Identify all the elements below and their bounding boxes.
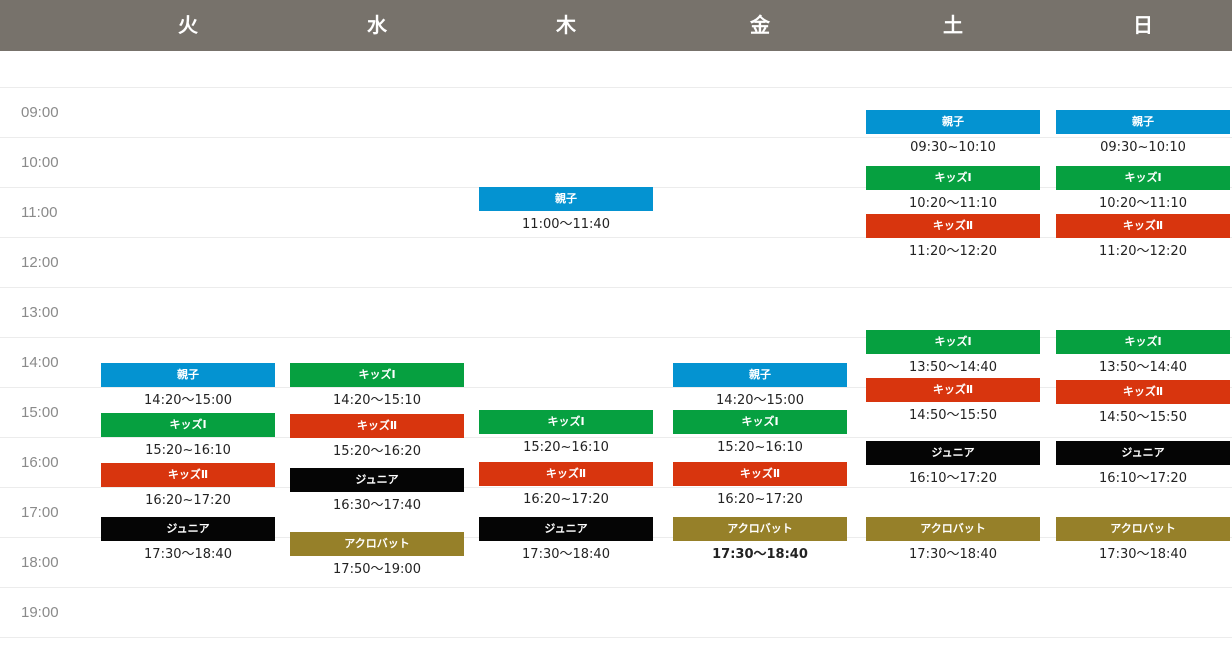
grid-line: [0, 587, 1232, 588]
class-badge-kids1: キッズⅠ: [866, 166, 1040, 190]
class-badge-junior: ジュニア: [866, 441, 1040, 465]
class-badge-junior: ジュニア: [1056, 441, 1230, 465]
day-header: 水: [367, 13, 387, 37]
class-time: 09:30~10:10: [1100, 140, 1186, 155]
grid-line: [0, 437, 1232, 438]
schedule-header: 火水木金土日: [0, 0, 1232, 51]
time-label: 18:00: [21, 554, 59, 571]
grid-line: [0, 637, 1232, 638]
class-badge-kids2: キッズⅡ: [866, 378, 1040, 402]
class-time: 10:20〜11:10: [909, 196, 997, 211]
class-badge-oyako: 親子: [1056, 110, 1230, 134]
grid-line: [0, 487, 1232, 488]
day-header: 金: [750, 13, 770, 37]
class-time: 17:30〜18:40: [909, 547, 997, 562]
class-time: 14:50〜15:50: [909, 408, 997, 423]
class-time: 14:20〜15:10: [333, 393, 421, 408]
class-time: 10:20〜11:10: [1099, 196, 1187, 211]
class-time: 14:50〜15:50: [1099, 410, 1187, 425]
class-time: 15:20~16:10: [717, 440, 803, 455]
class-badge-oyako: 親子: [673, 363, 847, 387]
class-badge-kids2: キッズⅡ: [1056, 214, 1230, 238]
class-badge-kids2: キッズⅡ: [290, 414, 464, 438]
class-badge-kids1: キッズⅠ: [1056, 330, 1230, 354]
day-header: 火: [178, 13, 198, 37]
class-time: 17:50〜19:00: [333, 562, 421, 577]
time-label: 17:00: [21, 504, 59, 521]
class-badge-kids1: キッズⅠ: [101, 413, 275, 437]
time-label: 13:00: [21, 304, 59, 321]
time-label: 19:00: [21, 604, 59, 621]
class-badge-junior: ジュニア: [101, 517, 275, 541]
grid-line: [0, 237, 1232, 238]
time-label: 09:00: [21, 104, 59, 121]
class-time: 13:50〜14:40: [909, 360, 997, 375]
class-badge-kids1: キッズⅠ: [1056, 166, 1230, 190]
class-badge-kids2: キッズⅡ: [101, 463, 275, 487]
class-time: 16:20~17:20: [145, 493, 231, 508]
class-time: 17:30〜18:40: [144, 547, 232, 562]
time-label: 12:00: [21, 254, 59, 271]
class-time: 17:30〜18:40: [1099, 547, 1187, 562]
day-header: 日: [1133, 13, 1153, 37]
class-time: 16:10〜17:20: [1099, 471, 1187, 486]
class-badge-kids2: キッズⅡ: [479, 462, 653, 486]
class-badge-kids2: キッズⅡ: [673, 462, 847, 486]
class-badge-kids1: キッズⅠ: [290, 363, 464, 387]
class-badge-junior: ジュニア: [290, 468, 464, 492]
day-header: 土: [943, 13, 963, 37]
class-badge-oyako: 親子: [479, 187, 653, 211]
class-time: 13:50〜14:40: [1099, 360, 1187, 375]
time-label: 10:00: [21, 154, 59, 171]
grid-line: [0, 87, 1232, 88]
grid-line: [0, 287, 1232, 288]
class-badge-kids1: キッズⅠ: [673, 410, 847, 434]
class-time: 16:20~17:20: [717, 492, 803, 507]
grid-line: [0, 337, 1232, 338]
class-time: 16:10〜17:20: [909, 471, 997, 486]
class-badge-acro: アクロバット: [290, 532, 464, 556]
class-badge-kids1: キッズⅠ: [866, 330, 1040, 354]
class-time: 17:30〜18:40: [712, 547, 808, 562]
class-badge-acro: アクロバット: [673, 517, 847, 541]
class-time: 15:20~16:10: [523, 440, 609, 455]
class-badge-kids1: キッズⅠ: [479, 410, 653, 434]
class-time: 16:30〜17:40: [333, 498, 421, 513]
grid-line: [0, 137, 1232, 138]
time-label: 16:00: [21, 454, 59, 471]
time-label: 15:00: [21, 404, 59, 421]
grid-line: [0, 387, 1232, 388]
class-time: 17:30〜18:40: [522, 547, 610, 562]
class-badge-kids2: キッズⅡ: [1056, 380, 1230, 404]
class-badge-acro: アクロバット: [1056, 517, 1230, 541]
class-time: 11:20〜12:20: [1099, 244, 1187, 259]
class-time: 11:20〜12:20: [909, 244, 997, 259]
day-header: 木: [556, 13, 576, 37]
class-badge-oyako: 親子: [866, 110, 1040, 134]
time-label: 11:00: [21, 204, 58, 221]
class-time: 09:30~10:10: [910, 140, 996, 155]
class-time: 14:20〜15:00: [716, 393, 804, 408]
class-badge-oyako: 親子: [101, 363, 275, 387]
class-time: 15:20〜16:20: [333, 444, 421, 459]
time-label: 14:00: [21, 354, 59, 371]
class-badge-junior: ジュニア: [479, 517, 653, 541]
class-badge-kids2: キッズⅡ: [866, 214, 1040, 238]
class-time: 15:20~16:10: [145, 443, 231, 458]
class-time: 16:20~17:20: [523, 492, 609, 507]
class-badge-acro: アクロバット: [866, 517, 1040, 541]
class-time: 14:20〜15:00: [144, 393, 232, 408]
class-time: 11:00〜11:40: [522, 217, 610, 232]
